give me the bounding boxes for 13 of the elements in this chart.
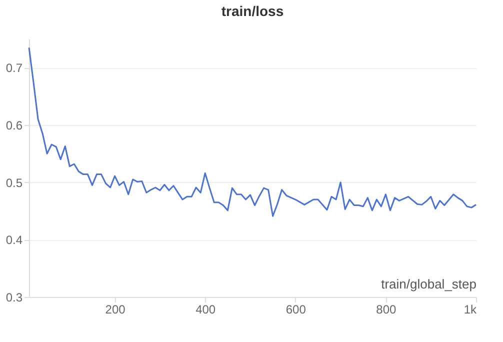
- y-tick-label: 0.7: [6, 61, 23, 76]
- x-tick-label: 400: [196, 302, 216, 316]
- y-tick-label: 0.4: [6, 233, 23, 248]
- y-tick-label: 0.5: [6, 176, 23, 190]
- x-tick-label: 200: [105, 302, 126, 316]
- x-tick-label: 800: [376, 302, 397, 316]
- x-axis-title: train/global_step: [381, 276, 476, 292]
- x-tick-label: 600: [286, 302, 306, 316]
- x-tick-label: 1k: [464, 302, 478, 316]
- chart-title: train/loss: [221, 3, 284, 19]
- line-series: [28, 46, 477, 217]
- y-tick-label: 0.6: [6, 118, 23, 132]
- y-tick-label: 0.3: [6, 290, 23, 304]
